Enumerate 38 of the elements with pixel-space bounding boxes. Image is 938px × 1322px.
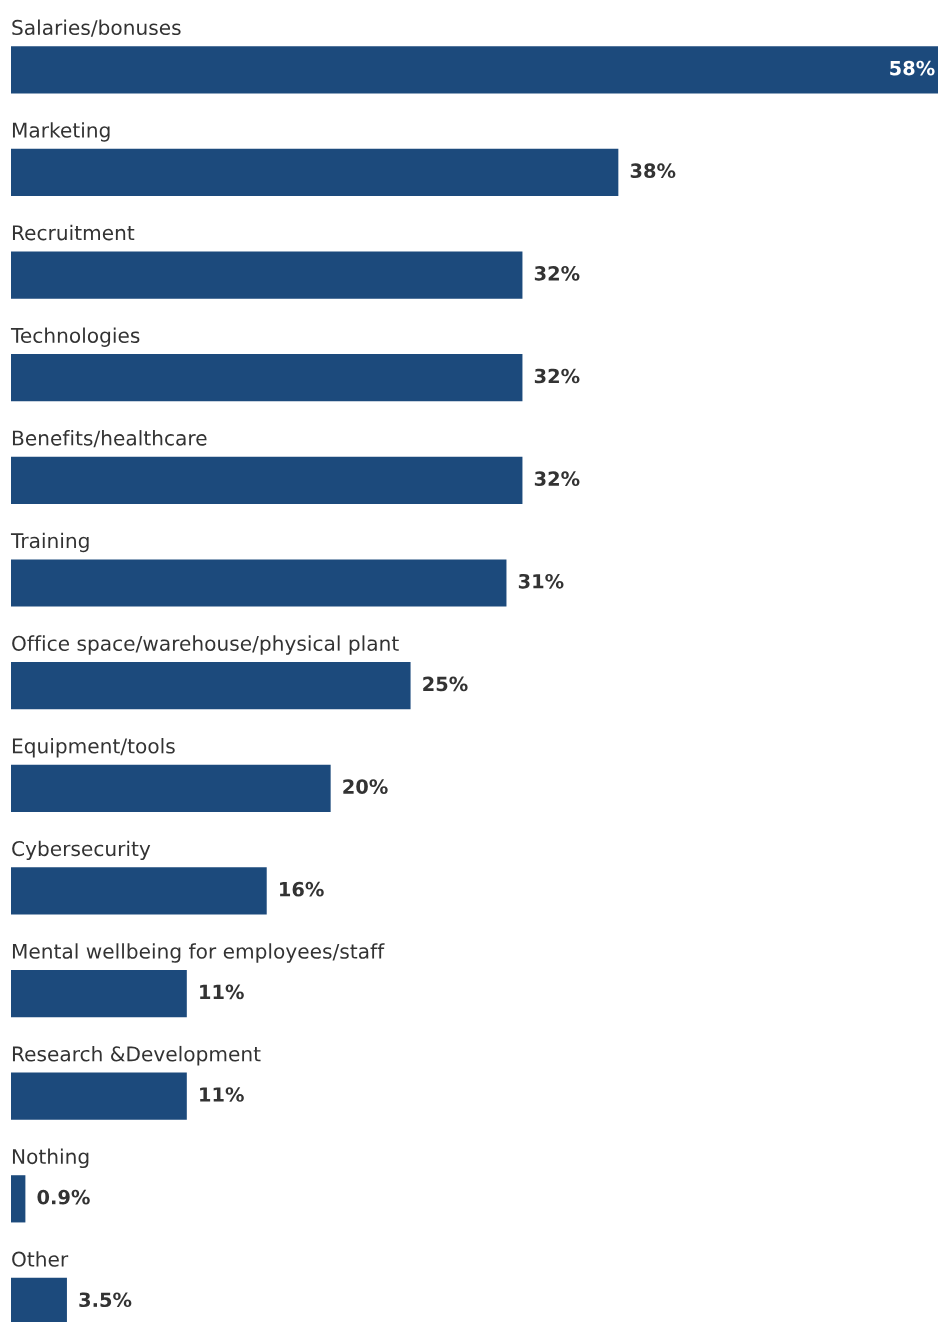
bar xyxy=(11,251,523,299)
bar xyxy=(11,148,619,197)
data-label: 32% xyxy=(534,368,580,384)
y-tick-label: Equipment/tools xyxy=(12,737,175,758)
y-tick-label: Cybersecurity xyxy=(12,840,151,861)
bar xyxy=(11,354,523,402)
bar xyxy=(11,1072,187,1120)
bar xyxy=(11,46,938,94)
data-label: 58% xyxy=(890,60,935,76)
data-label: 16% xyxy=(280,881,324,897)
bar xyxy=(11,867,267,915)
bar xyxy=(11,662,411,710)
bar xyxy=(11,1175,26,1223)
data-label: 3.5% xyxy=(79,1292,132,1308)
y-tick-label: Research &Development xyxy=(12,1045,261,1066)
data-label: 0.9% xyxy=(37,1189,90,1205)
data-label: 31% xyxy=(518,573,564,589)
y-tick-label: Benefits/healthcare xyxy=(12,430,207,448)
data-label: 32% xyxy=(534,471,580,486)
y-tick-label: Office space/warehouse/physical plant xyxy=(12,635,399,655)
data-label: 11% xyxy=(200,984,244,1000)
bar xyxy=(11,559,507,607)
data-label: 25% xyxy=(423,676,468,692)
data-label: 20% xyxy=(343,779,388,794)
y-tick-label: Training xyxy=(10,532,89,553)
data-label: 11% xyxy=(200,1087,244,1102)
bar xyxy=(11,456,523,504)
bar xyxy=(11,764,331,812)
y-tick-label: Technologies xyxy=(10,327,140,347)
y-tick-label: Other xyxy=(12,1251,69,1267)
y-tick-label: Nothing xyxy=(12,1148,89,1169)
data-label: 38% xyxy=(630,163,676,179)
y-tick-label: Salaries/bonuses xyxy=(12,19,181,37)
y-tick-label: Marketing xyxy=(12,122,110,142)
y-tick-label: Recruitment xyxy=(12,224,135,241)
data-label: 32% xyxy=(534,266,580,281)
bar xyxy=(11,969,187,1018)
y-tick-label: Mental wellbeing for employees/staff xyxy=(12,943,385,963)
